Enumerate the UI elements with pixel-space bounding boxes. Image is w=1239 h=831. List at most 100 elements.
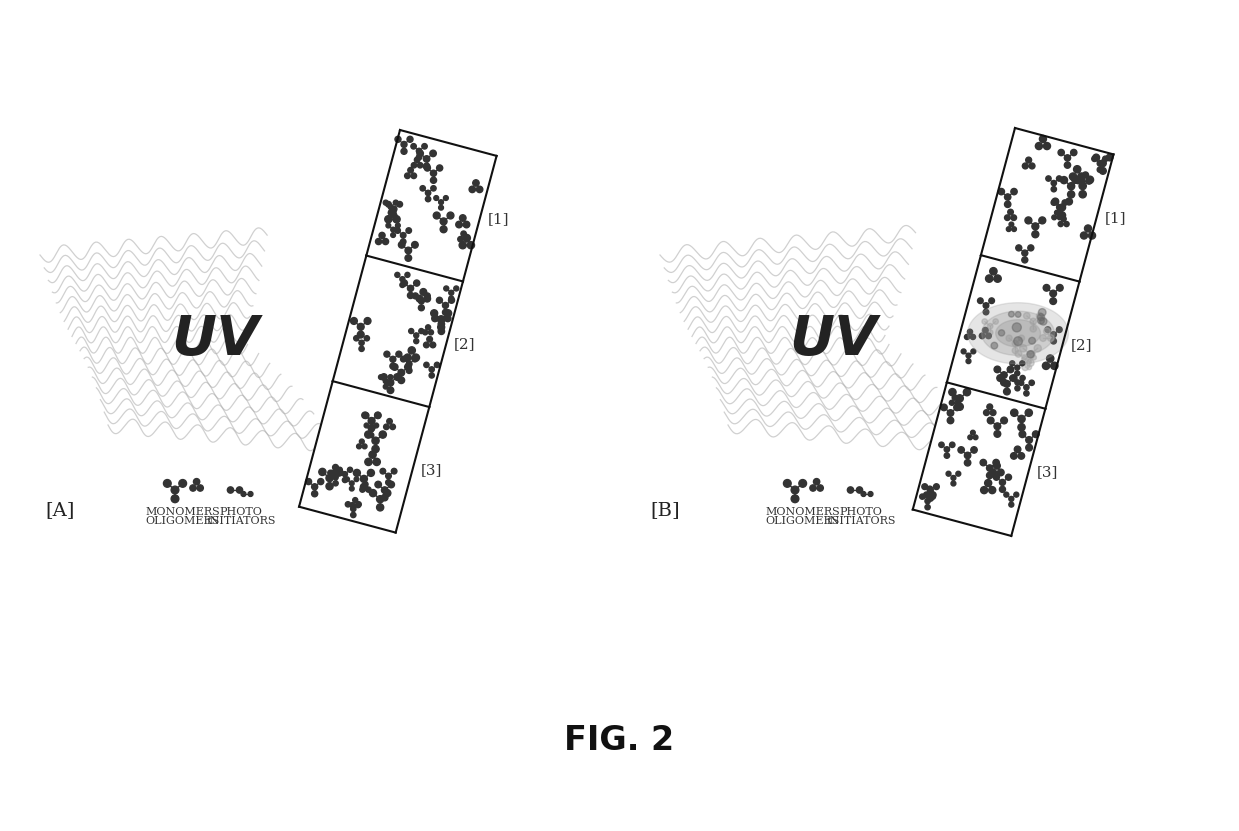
Circle shape: [1040, 135, 1047, 143]
Circle shape: [457, 237, 463, 242]
Circle shape: [385, 479, 392, 485]
Text: UV: UV: [789, 313, 877, 367]
Circle shape: [398, 369, 405, 376]
Circle shape: [372, 437, 379, 445]
Polygon shape: [299, 130, 497, 533]
Circle shape: [1023, 312, 1030, 319]
Circle shape: [989, 487, 996, 494]
Circle shape: [377, 504, 384, 511]
Circle shape: [434, 195, 439, 200]
Circle shape: [439, 205, 444, 210]
Circle shape: [408, 136, 413, 142]
Circle shape: [405, 255, 411, 261]
Circle shape: [437, 324, 445, 331]
Circle shape: [164, 479, 171, 487]
Circle shape: [393, 200, 398, 205]
Circle shape: [1079, 182, 1087, 189]
Circle shape: [414, 339, 419, 344]
Circle shape: [1046, 176, 1051, 181]
Circle shape: [424, 295, 430, 302]
Circle shape: [435, 362, 440, 367]
Circle shape: [396, 201, 403, 207]
Text: PHOTO: PHOTO: [840, 507, 882, 517]
Circle shape: [783, 479, 792, 487]
Circle shape: [430, 170, 436, 176]
Circle shape: [1015, 312, 1021, 317]
Circle shape: [354, 477, 359, 482]
Circle shape: [419, 298, 424, 304]
Circle shape: [404, 354, 411, 361]
Circle shape: [1027, 351, 1035, 358]
Circle shape: [966, 359, 971, 364]
Circle shape: [939, 442, 944, 448]
Circle shape: [1009, 496, 1014, 501]
Circle shape: [1023, 391, 1030, 396]
Circle shape: [1057, 176, 1062, 181]
Circle shape: [369, 489, 377, 497]
Circle shape: [1004, 381, 1010, 387]
Circle shape: [390, 227, 395, 232]
Circle shape: [351, 317, 357, 324]
Circle shape: [948, 417, 954, 424]
Circle shape: [349, 486, 354, 491]
Circle shape: [248, 492, 253, 496]
Circle shape: [1023, 385, 1030, 390]
Circle shape: [359, 439, 364, 444]
Circle shape: [1009, 222, 1014, 227]
Circle shape: [369, 433, 374, 438]
Circle shape: [1085, 178, 1092, 184]
Circle shape: [380, 469, 385, 474]
Circle shape: [1043, 143, 1051, 150]
Circle shape: [987, 417, 994, 424]
Circle shape: [1026, 157, 1032, 163]
Circle shape: [379, 375, 383, 380]
Circle shape: [847, 487, 854, 493]
Circle shape: [368, 417, 374, 424]
Circle shape: [424, 342, 429, 348]
Circle shape: [922, 484, 928, 489]
Circle shape: [961, 349, 966, 354]
Circle shape: [1001, 379, 1007, 386]
Circle shape: [1099, 168, 1106, 175]
Circle shape: [970, 334, 975, 340]
Circle shape: [413, 356, 418, 362]
Circle shape: [425, 325, 431, 330]
Circle shape: [387, 224, 390, 228]
Circle shape: [326, 483, 333, 489]
Circle shape: [398, 377, 405, 384]
Circle shape: [408, 285, 414, 292]
Circle shape: [1027, 359, 1032, 364]
Circle shape: [430, 150, 436, 156]
Circle shape: [1057, 327, 1062, 332]
Circle shape: [422, 330, 427, 335]
Circle shape: [364, 317, 370, 324]
Circle shape: [944, 447, 949, 452]
Circle shape: [377, 495, 384, 503]
Circle shape: [359, 487, 366, 492]
Circle shape: [383, 200, 388, 205]
Circle shape: [1016, 245, 1022, 251]
Circle shape: [171, 495, 178, 503]
Circle shape: [1098, 160, 1103, 166]
Circle shape: [1001, 417, 1007, 424]
Circle shape: [1026, 445, 1032, 451]
Circle shape: [463, 237, 470, 242]
Circle shape: [989, 297, 995, 303]
Circle shape: [1022, 364, 1028, 371]
Circle shape: [949, 442, 955, 448]
Circle shape: [347, 467, 353, 472]
Circle shape: [1005, 215, 1010, 220]
Circle shape: [964, 460, 971, 466]
Circle shape: [861, 492, 866, 496]
Circle shape: [395, 228, 400, 234]
Circle shape: [1106, 154, 1113, 161]
Circle shape: [349, 481, 354, 485]
Circle shape: [405, 273, 410, 278]
Circle shape: [372, 445, 379, 453]
Circle shape: [357, 323, 364, 330]
Circle shape: [364, 431, 372, 438]
Circle shape: [405, 173, 410, 179]
Circle shape: [990, 410, 996, 416]
Text: [B]: [B]: [650, 501, 680, 519]
Text: UV: UV: [171, 313, 259, 367]
